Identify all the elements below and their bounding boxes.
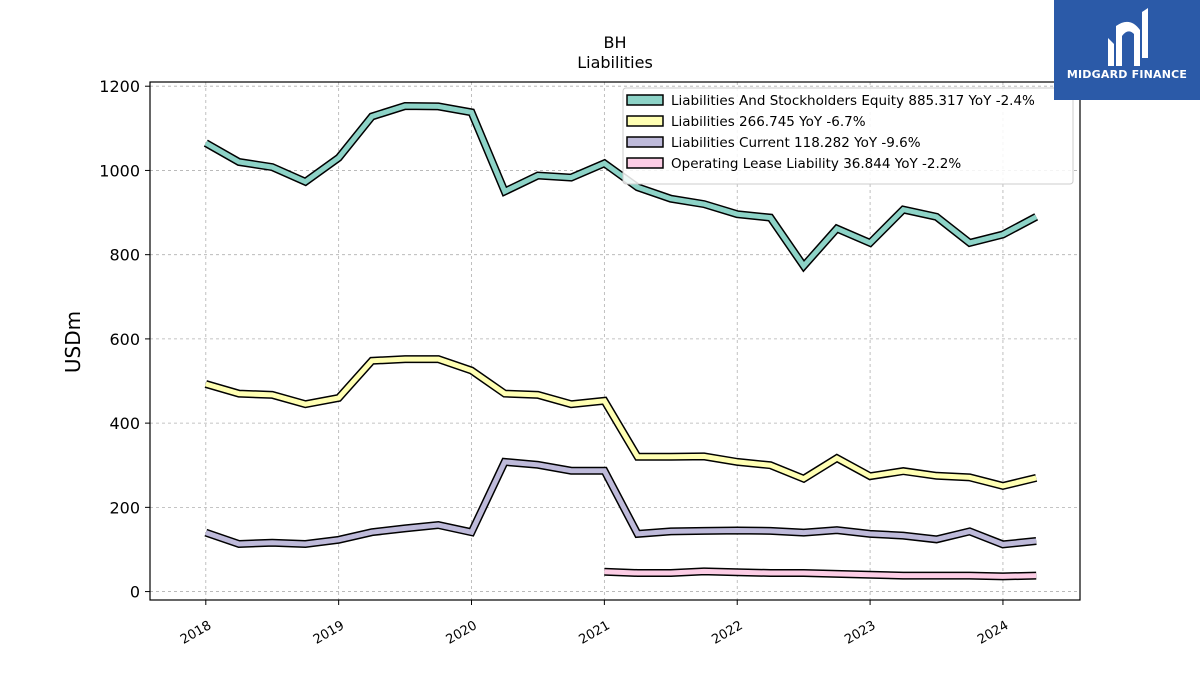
legend-swatch [626,94,664,106]
x-tick-label: 2019 [311,618,347,648]
y-tick-label: 0 [130,583,140,602]
y-tick-label: 800 [109,246,140,265]
legend: Liabilities And Stockholders Equity 885.… [622,87,1074,185]
legend-entry: Liabilities 266.745 YoY -6.7% [671,114,866,130]
x-tick-label: 2023 [842,618,878,648]
chart-subtitle: Liabilities [577,53,653,72]
plot-frame [149,81,1081,601]
x-tick-label: 2024 [975,618,1011,648]
grid [150,82,1080,600]
x-tick-label: 2018 [178,618,214,648]
series-1-outline [204,355,1038,491]
legend-swatch [626,136,664,148]
y-tick-label: 1200 [99,77,140,96]
series-3-line [604,568,1037,579]
y-tick-label: 600 [109,330,140,349]
chart-title: BH [603,33,626,52]
x-tick-label: 2021 [577,618,613,648]
legend-box [622,87,1074,185]
legend-swatch [626,115,664,127]
legend-swatch [626,157,664,169]
legend-entry: Operating Lease Liability 36.844 YoY -2.… [671,156,961,172]
series-1-line [205,356,1037,489]
y-tick-label: 200 [109,498,140,517]
legend-entry: Liabilities Current 118.282 YoY -9.6% [671,135,921,151]
series-0-line [204,103,1038,271]
y-axis-label: USDm [61,311,85,373]
logo-text: MIDGARD FINANCE [1066,68,1188,81]
x-tick-label: 2020 [444,618,480,648]
y-tick-label: 1000 [99,161,140,180]
brand-logo: MIDGARD FINANCE [1054,0,1200,100]
series-layer [203,101,1039,581]
y-tick-label: 400 [109,414,140,433]
series-2-line [204,459,1037,547]
legend-entry: Liabilities And Stockholders Equity 885.… [671,93,1035,109]
x-tick-label: 2022 [709,618,745,648]
logo-mark-icon [1108,8,1148,66]
